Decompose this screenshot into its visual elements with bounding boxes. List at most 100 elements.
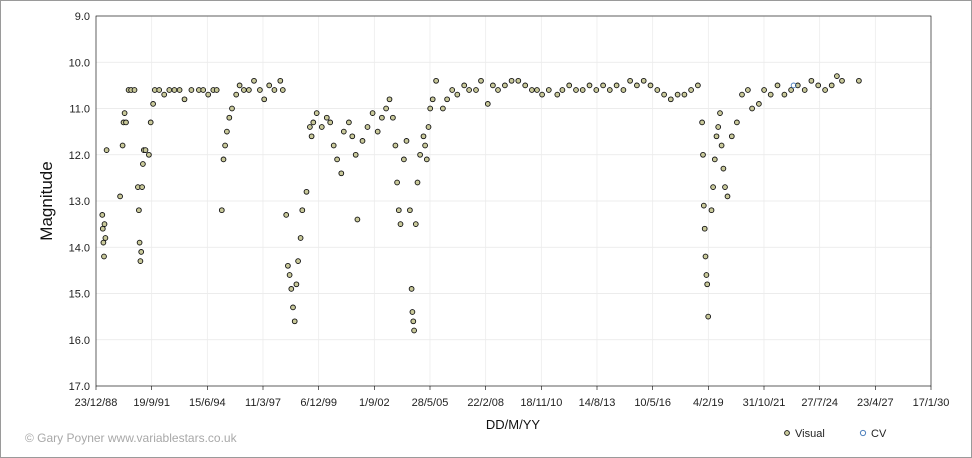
visual-data-point (295, 258, 301, 264)
visual-data-point (756, 101, 762, 107)
visual-data-point (150, 101, 156, 107)
visual-data-point (283, 212, 290, 218)
visual-data-point (308, 133, 315, 140)
visual-data-point (710, 184, 716, 190)
visual-data-point (534, 87, 540, 93)
visual-data-point (839, 77, 845, 84)
x-tick-label: 17/1/30 (913, 397, 950, 409)
visual-data-point (246, 87, 252, 93)
visual-data-point (559, 87, 566, 93)
visual-data-point (761, 87, 767, 93)
visual-data-point (293, 281, 300, 288)
x-tick-label: 18/11/10 (520, 397, 562, 409)
visual-data-point (117, 193, 123, 200)
visual-data-point (176, 87, 183, 93)
visual-data-point (410, 318, 417, 325)
x-tick-label: 31/10/21 (743, 397, 786, 409)
y-axis: 9.0 10.0 11.0 12.0 13.0 14.0 15.0 16.0 17.0 (69, 11, 90, 393)
visual-data-point (334, 156, 340, 163)
visual-data-point (701, 225, 708, 232)
visual-data-point (728, 133, 735, 140)
visual-data-point (156, 87, 163, 93)
visual-data-point (346, 119, 352, 126)
y-tick-label: 12.0 (69, 150, 90, 162)
visual-data-point (213, 87, 220, 93)
visual-data-point (277, 77, 284, 84)
x-tick-label: 23/12/88 (75, 397, 118, 409)
visual-data-point (647, 82, 654, 89)
visual-data-point (634, 82, 640, 89)
visual-data-point (412, 221, 419, 227)
visual-data-point (103, 147, 110, 153)
visual-data-point (349, 133, 356, 140)
legend-cv-label: CV (871, 428, 887, 440)
visual-data-point (338, 170, 345, 177)
visual-data-point (579, 87, 586, 93)
grid (95, 15, 932, 387)
visual-data-point (856, 77, 862, 84)
visual-data-point (140, 161, 146, 167)
visual-data-point (573, 87, 579, 93)
visual-data-point (586, 82, 593, 89)
visual-data-point (484, 101, 491, 107)
visual-data-point (142, 147, 149, 153)
visual-data-point (801, 87, 808, 93)
visual-data-point (188, 87, 195, 93)
series-cv (790, 82, 797, 89)
visual-data-point (613, 82, 620, 89)
visual-data-point (722, 184, 728, 190)
visual-data-point (403, 138, 410, 144)
visual-data-point (330, 142, 337, 149)
visual-data-point (688, 87, 694, 93)
visual-data-point (454, 91, 461, 98)
visual-data-point (288, 286, 295, 292)
visual-data-point (674, 91, 681, 98)
visual-data-point (131, 87, 138, 93)
visual-data-point (218, 207, 225, 214)
visual-data-point (781, 91, 788, 98)
visual-data-point (352, 151, 359, 158)
visual-data-point (359, 138, 366, 144)
visual-data-point (449, 87, 456, 93)
legend-visual-marker (784, 430, 790, 436)
visual-data-point (327, 119, 334, 126)
visual-data-point (545, 87, 552, 93)
visual-data-point (136, 239, 143, 246)
y-tick-label: 11.0 (69, 104, 90, 116)
x-axis-title: DD/M/YY (486, 417, 541, 432)
visual-data-point (718, 142, 725, 149)
visual-data-point (704, 281, 711, 288)
visual-data-point (222, 142, 228, 149)
visual-data-point (774, 82, 781, 89)
visual-data-point (233, 91, 240, 98)
visual-data-point (681, 91, 688, 98)
x-tick-label: 19/9/91 (133, 397, 170, 409)
visual-data-point (490, 82, 496, 89)
visual-data-point (734, 119, 740, 126)
visual-data-point (354, 216, 361, 223)
visual-data-point (374, 128, 381, 135)
visual-data-point (661, 91, 667, 98)
visual-data-point (395, 207, 402, 214)
visual-data-point (502, 82, 508, 89)
x-tick-label: 10/5/16 (634, 397, 671, 409)
visual-data-point (291, 318, 298, 325)
y-tick-label: 10.0 (69, 57, 90, 69)
visual-data-point (261, 96, 268, 103)
visual-data-point (407, 207, 413, 214)
y-tick-label: 15.0 (69, 289, 90, 301)
visual-data-point (713, 133, 720, 140)
visual-data-point (271, 87, 278, 93)
visual-data-point (414, 179, 421, 186)
x-tick-label: 22/2/08 (467, 397, 504, 409)
visual-data-point (299, 207, 306, 214)
visual-data-point (429, 96, 436, 103)
visual-data-point (420, 133, 427, 140)
visual-data-point (394, 179, 400, 186)
visual-data-point (828, 82, 835, 89)
visual-data-point (788, 87, 794, 93)
x-tick-label: 27/7/24 (801, 397, 838, 409)
visual-data-point (667, 96, 674, 103)
visual-data-point (749, 105, 755, 112)
